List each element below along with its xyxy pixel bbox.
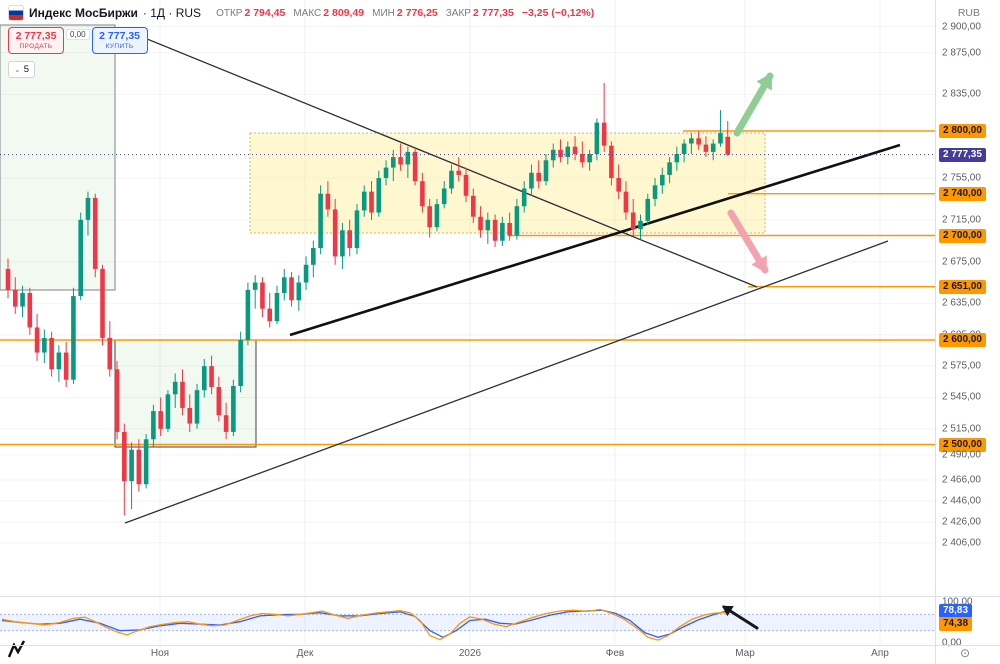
- price-level-badge: 2 740,00: [939, 186, 986, 201]
- tv-logo-icon: [7, 640, 26, 658]
- price-axis-label: 2 635,00: [942, 297, 981, 309]
- price-level-badge: 2 800,00: [939, 124, 986, 138]
- instrument-flag-icon: [8, 5, 24, 21]
- change-value: −3,25 (−0,12%): [521, 7, 595, 19]
- price-axis-label: 2 755,00: [942, 172, 981, 184]
- open-label: ОТКР: [216, 8, 243, 19]
- price-axis[interactable]: ⊙ 2 900,00 2 875,00 2 835,00 2 800,00 2 755,…: [935, 0, 1000, 664]
- price-axis-label: 2 575,00: [942, 360, 981, 372]
- time-axis-label: Дек: [296, 648, 314, 659]
- high-value: 2 809,49: [323, 7, 365, 19]
- currency-label: RUB: [957, 7, 980, 19]
- time-axis-label: Ноя: [150, 648, 170, 659]
- price-axis-label: 2 875,00: [942, 47, 981, 59]
- rsi-value-badge-orange: 74,38: [939, 616, 973, 631]
- symbol-header: Индекс МосБиржи · 1Д · RUS ОТКР 2 794,45 …: [8, 5, 594, 21]
- buy-price: 2 777,35: [99, 30, 141, 42]
- ohlc-readout: ОТКР 2 794,45 МАКС 2 809,49 МИН 2 776,25 ЗА…: [216, 7, 594, 19]
- sell-label: ПРОДАТЬ: [19, 43, 53, 50]
- spread-value: 0,00: [66, 29, 90, 40]
- annotation-arrow: [721, 605, 759, 630]
- chevron-down-icon: ⌄: [14, 65, 21, 74]
- trade-panel: 2 777,35 ПРОДАТЬ 0,00 2 777,35 КУПИТЬ: [8, 27, 148, 54]
- rsi-axis-label: 100,00: [942, 596, 973, 608]
- buy-label: КУПИТЬ: [105, 43, 134, 50]
- rsi-lines: [1, 608, 729, 641]
- high-label: МАКС: [293, 8, 322, 19]
- current-price-badge: 2 777,35: [939, 147, 986, 162]
- symbol-title: Индекс МосБиржи: [29, 6, 138, 20]
- price-axis-label: 2 490,00: [942, 449, 981, 461]
- low-value: 2 776,25: [396, 7, 438, 19]
- quantity-chip[interactable]: ⌄ 5: [8, 61, 35, 78]
- annotation-arrow: [733, 72, 774, 137]
- price-level-badge: 2 651,00: [939, 279, 986, 294]
- buy-button[interactable]: 2 777,35 КУПИТЬ: [91, 27, 148, 54]
- price-axis-label: 2 900,00: [942, 21, 981, 32]
- open-value: 2 794,45: [244, 7, 286, 19]
- sell-price: 2 777,35: [15, 30, 57, 42]
- annotation-arrow: [727, 209, 769, 274]
- price-axis-label: 2 426,00: [942, 516, 981, 528]
- rsi-value-badge-blue: 78,83: [939, 603, 973, 618]
- price-level-badge: 2 700,00: [939, 228, 986, 243]
- close-value: 2 777,35: [472, 7, 514, 19]
- time-axis[interactable]: Ноя Дек 2026 Фев Мар Апр: [0, 645, 935, 664]
- price-axis-label: 2 466,00: [942, 474, 981, 486]
- price-axis-label: 2 715,00: [942, 214, 981, 226]
- time-axis-label: Фев: [605, 648, 625, 659]
- price-level-badge: 2 600,00: [939, 333, 986, 347]
- price-axis-label: 2 515,00: [942, 423, 981, 435]
- pane-separator[interactable]: [0, 596, 1000, 597]
- rsi-axis-label: 0,00: [942, 637, 962, 649]
- time-axis-label: Апр: [871, 648, 889, 659]
- main-chart[interactable]: [0, 0, 935, 664]
- sell-button[interactable]: 2 777,35 ПРОДАТЬ: [8, 27, 64, 54]
- time-axis-label: 2026: [458, 648, 482, 659]
- quantity-value: 5: [23, 64, 29, 75]
- price-axis-label: 2 545,00: [942, 391, 981, 403]
- time-axis-label: Мар: [735, 648, 755, 659]
- close-label: ЗАКР: [445, 8, 471, 19]
- low-label: МИН: [372, 8, 395, 19]
- symbol-meta: · 1Д · RUS: [142, 6, 202, 20]
- price-axis-label: 2 675,00: [942, 256, 981, 268]
- price-axis-label: 2 835,00: [942, 88, 981, 100]
- crosshair-target-icon[interactable]: ⊙: [960, 646, 971, 660]
- price-level-badge: 2 500,00: [939, 437, 986, 452]
- price-axis-label: 2 446,00: [942, 495, 981, 507]
- price-axis-label: 2 406,00: [942, 537, 981, 549]
- time-axis-separator: [0, 645, 1000, 646]
- candles: [5, 82, 731, 516]
